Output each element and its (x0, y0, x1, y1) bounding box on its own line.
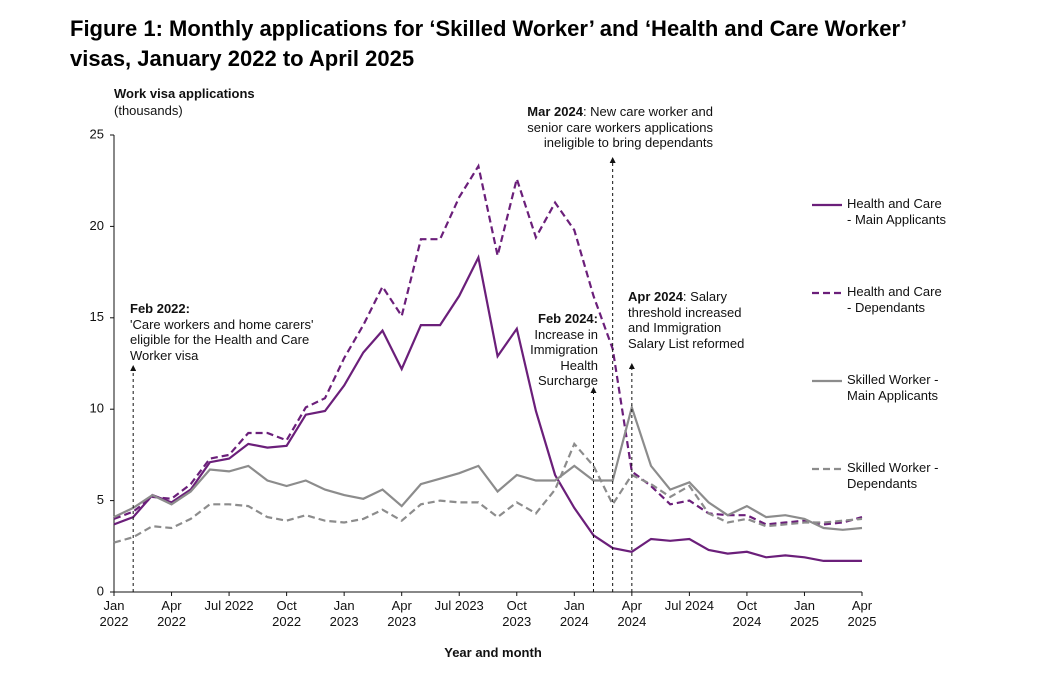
x-tick-label: Jan 2025 (789, 598, 819, 629)
x-tick-label: Apr 2022 (157, 598, 186, 629)
annotation-text: : New care worker and senior care worker… (527, 104, 713, 150)
annotation-bold: Mar 2024 (527, 104, 583, 119)
y-tick-label: 20 (90, 218, 104, 233)
series-line (113, 163, 863, 526)
legend-label: Skilled Worker - Dependants (847, 460, 939, 491)
legend-label: Skilled Worker - Main Applicants (847, 372, 939, 403)
annotation: Mar 2024: New care worker and senior car… (505, 104, 713, 151)
series-line (113, 254, 862, 562)
y-axis-unit: (thousands) (114, 103, 183, 118)
x-tick-label: Apr 2023 (387, 598, 417, 629)
y-tick-label: 0 (97, 583, 104, 598)
annotation-text: Increase in Immigration Health Surcharge (530, 326, 598, 389)
annotation-text: : Salary threshold increased and Immigra… (628, 289, 745, 351)
y-tick-label: 5 (97, 492, 104, 507)
x-tick-label: Jan 2024 (559, 598, 589, 629)
x-tick-label: Jan 2022 (99, 598, 129, 629)
legend-label: Health and Care - Main Applicants (847, 196, 946, 227)
series-line (113, 441, 863, 544)
x-tick-label: Apr 2025 (847, 598, 877, 629)
x-tick-label: Oct 2023 (502, 598, 532, 629)
x-tick-label: Jul 2024 (664, 598, 714, 613)
series-line (113, 403, 863, 531)
y-tick-label: 15 (90, 309, 104, 324)
y-tick-label: 25 (90, 126, 104, 141)
annotation-text: 'Care workers and home carers' eligible … (130, 316, 314, 363)
x-axis-label: Year and month (444, 645, 542, 660)
x-tick-label: Jan 2023 (329, 598, 359, 629)
annotation-bold: Feb 2024: (538, 311, 598, 326)
annotation: Feb 2022: 'Care workers and home carers' … (130, 301, 330, 363)
y-tick-label: 10 (90, 401, 104, 416)
chart-title: Figure 1: Monthly applications for ‘Skil… (70, 16, 906, 71)
annotation: Feb 2024: Increase in Immigration Health … (512, 311, 598, 389)
y-axis-label: Work visa applications (114, 86, 255, 101)
annotation-bold: Apr 2024 (628, 289, 683, 304)
x-tick-label: Apr 2024 (617, 598, 647, 629)
x-tick-label: Oct 2024 (732, 598, 762, 629)
x-tick-label: Jul 2022 (204, 598, 254, 613)
annotation-bold: Feb 2022: (130, 301, 190, 316)
x-tick-label: Oct 2022 (272, 598, 302, 629)
x-tick-label: Jul 2023 (434, 598, 484, 613)
annotation: Apr 2024: Salary threshold increased and… (628, 289, 758, 351)
legend-label: Health and Care - Dependants (847, 284, 942, 315)
